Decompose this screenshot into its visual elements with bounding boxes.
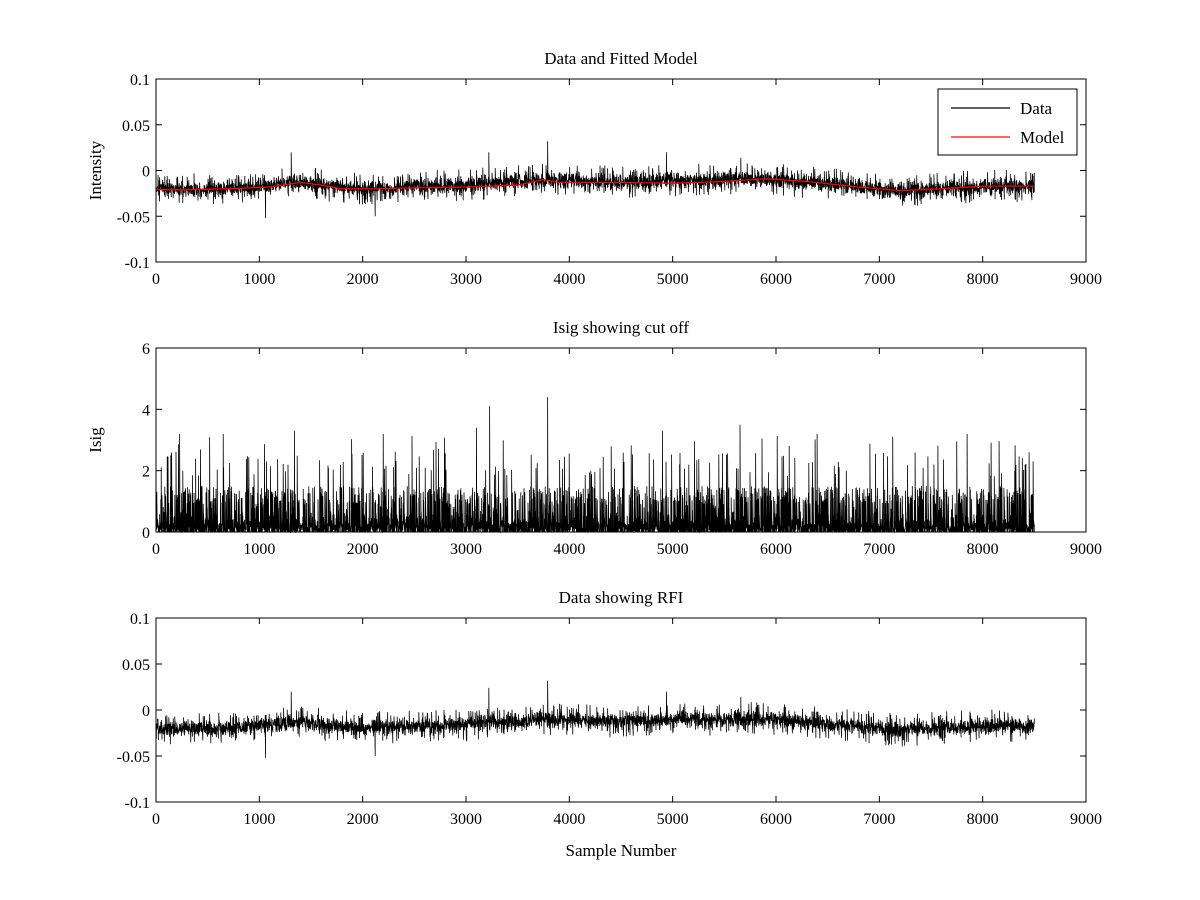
chart-3: 0 1000 2000 3000 4000 5000 6000 7000 8000 9000 -0.… <box>117 588 1102 860</box>
x-tick-label: 6000 <box>760 541 792 558</box>
x-tick-label: 4000 <box>553 541 585 558</box>
x-tick-label: 7000 <box>863 271 895 288</box>
x-tick-label: 8000 <box>967 811 999 828</box>
y-tick-label: 0.05 <box>122 657 150 674</box>
x-tick-label: 6000 <box>760 811 792 828</box>
x-tick-label: 3000 <box>450 541 482 558</box>
x-tick-label: 3000 <box>450 811 482 828</box>
plot-area <box>156 79 1086 262</box>
y-tick-label: 6 <box>142 341 150 358</box>
x-tick-label: 0 <box>152 811 160 828</box>
y-tick-label: -0.05 <box>117 209 150 226</box>
x-tick-label: 2000 <box>347 541 379 558</box>
chart-2: 0 1000 2000 3000 4000 5000 6000 7000 8000 9000 0 2 4… <box>86 318 1102 558</box>
series-model-line <box>156 178 1035 192</box>
y-tick-label: 0.05 <box>122 118 150 135</box>
y-tick-label: 0.1 <box>130 611 150 628</box>
x-tick-label: 1000 <box>243 811 275 828</box>
series-isig-line <box>155 397 1035 534</box>
y-tick-label: 0 <box>142 164 150 181</box>
x-tick-label: 5000 <box>657 541 689 558</box>
y-tick-label: 0 <box>142 525 150 542</box>
series-data-line <box>155 680 1035 758</box>
x-tick-label: 9000 <box>1070 271 1102 288</box>
y-tick-label: -0.1 <box>125 255 150 272</box>
y-tick-label: 2 <box>142 464 150 481</box>
legend-label-data: Data <box>1020 99 1053 118</box>
x-tick-label: 4000 <box>553 811 585 828</box>
legend: Data Model <box>937 88 1078 156</box>
x-axis-label: Sample Number <box>566 841 677 860</box>
plot-frame <box>155 347 1087 533</box>
y-tick-label: 4 <box>142 402 150 419</box>
legend-label-model: Model <box>1020 128 1065 147</box>
x-tick-label: 8000 <box>967 541 999 558</box>
chart-1: 0 1000 2000 3000 4000 5000 6000 7000 8000 9000 -0.… <box>86 49 1102 288</box>
x-tick-label: 2000 <box>347 811 379 828</box>
x-tick-label: 1000 <box>243 271 275 288</box>
y-tick-label: -0.05 <box>117 749 150 766</box>
x-tick-label: 2000 <box>347 271 379 288</box>
y-tick-label: -0.1 <box>125 795 150 812</box>
x-tick-label: 4000 <box>553 271 585 288</box>
x-tick-label: 9000 <box>1070 541 1102 558</box>
chart-title: Data and Fitted Model <box>544 49 698 68</box>
y-tick-label: 0 <box>142 703 150 720</box>
legend-box <box>937 88 1078 156</box>
x-tick-label: 0 <box>152 271 160 288</box>
y-axis-label: Intensity <box>86 140 105 200</box>
x-tick-label: 7000 <box>863 541 895 558</box>
x-tick-label: 8000 <box>967 271 999 288</box>
x-tick-label: 1000 <box>243 541 275 558</box>
chart-title: Isig showing cut off <box>553 318 689 337</box>
chart-title: Data showing RFI <box>559 588 684 607</box>
x-tick-label: 5000 <box>657 811 689 828</box>
x-tick-label: 9000 <box>1070 811 1102 828</box>
x-tick-label: 5000 <box>657 271 689 288</box>
x-tick-label: 6000 <box>760 271 792 288</box>
plot-area <box>156 618 1086 802</box>
y-axis-label: Isig <box>86 427 105 453</box>
x-tick-label: 3000 <box>450 271 482 288</box>
x-tick-label: 0 <box>152 541 160 558</box>
y-tick-label: 0.1 <box>130 72 150 89</box>
x-tick-label: 7000 <box>863 811 895 828</box>
